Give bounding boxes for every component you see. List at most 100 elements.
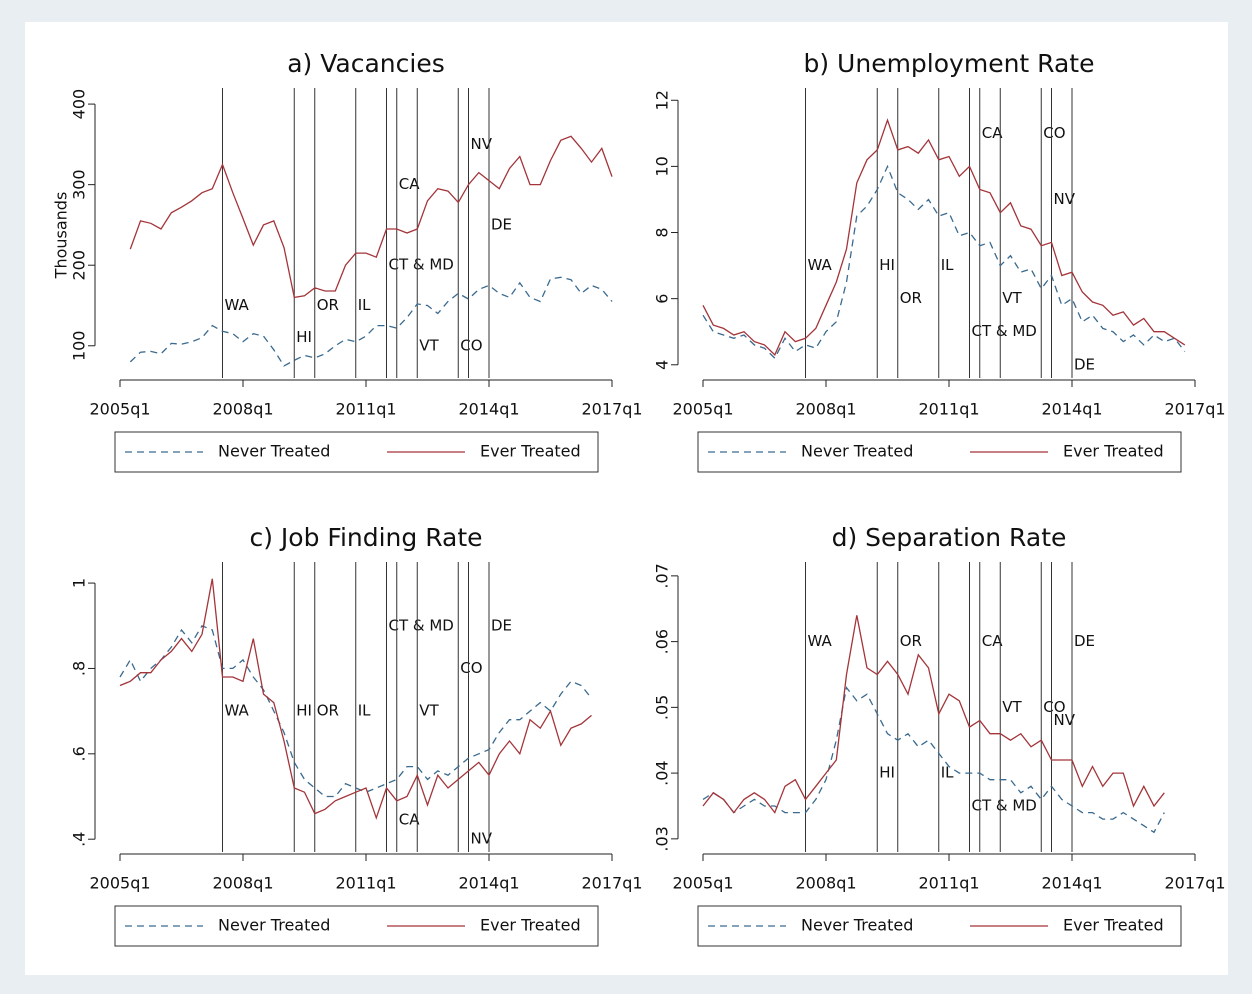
y-tick-label: 4 xyxy=(653,360,672,370)
x-tick-label: 2014q1 xyxy=(1041,874,1102,893)
x-tick-label: 2005q1 xyxy=(672,400,733,419)
legend-label: Never Treated xyxy=(218,916,330,935)
event-label: WA xyxy=(225,296,250,314)
y-tick-label: .07 xyxy=(653,563,672,588)
legend-label: Ever Treated xyxy=(1063,916,1164,935)
legend-box xyxy=(114,431,599,473)
event-label: CT & MD xyxy=(389,616,454,634)
x-tick-label: 2017q1 xyxy=(581,874,642,893)
series-line xyxy=(702,615,1165,814)
legend-box xyxy=(697,431,1182,473)
event-label: CO xyxy=(460,659,482,677)
plot-background xyxy=(25,22,1228,975)
series-line xyxy=(129,276,613,367)
x-tick-label: 2017q1 xyxy=(581,400,642,419)
event-label: WA xyxy=(808,632,833,650)
event-label: DE xyxy=(1074,632,1095,650)
event-label: CT & MD xyxy=(972,322,1037,340)
y-tick-label: .05 xyxy=(653,695,672,720)
x-tick-label: 2014q1 xyxy=(1041,400,1102,419)
y-tick-label: .06 xyxy=(653,629,672,654)
event-label: IL xyxy=(941,764,954,782)
y-tick-label: .4 xyxy=(70,832,89,847)
event-label: HI xyxy=(296,702,312,720)
event-label: NV xyxy=(471,830,493,848)
y-tick-label: 200 xyxy=(70,250,89,281)
event-label: CA xyxy=(982,124,1003,142)
event-label: VT xyxy=(1002,289,1022,307)
x-tick-label: 2014q1 xyxy=(458,400,519,419)
event-label: HI xyxy=(879,256,895,274)
y-axis-label: Thousands xyxy=(52,192,71,280)
y-tick-label: .04 xyxy=(653,760,672,785)
event-label: CO xyxy=(460,336,482,354)
y-tick-label: 6 xyxy=(653,294,672,304)
event-label: OR xyxy=(900,289,922,307)
event-label: IL xyxy=(358,702,371,720)
event-label: DE xyxy=(1074,355,1095,373)
x-tick-label: 2014q1 xyxy=(458,874,519,893)
y-tick-label: 12 xyxy=(653,90,672,110)
y-tick-label: 10 xyxy=(653,156,672,176)
event-label: IL xyxy=(941,256,954,274)
y-tick-label: .03 xyxy=(653,826,672,851)
x-tick-label: 2011q1 xyxy=(335,874,396,893)
legend-box xyxy=(697,905,1182,947)
series-line xyxy=(702,118,1186,357)
event-label: WA xyxy=(808,256,833,274)
event-label: CT & MD xyxy=(972,796,1037,814)
event-label: CA xyxy=(399,175,420,193)
event-label: OR xyxy=(900,632,922,650)
event-label: DE xyxy=(491,215,512,233)
chart-title: d) Separation Rate xyxy=(832,523,1067,552)
event-label: VT xyxy=(419,702,439,720)
event-label: VT xyxy=(1002,698,1022,716)
event-label: DE xyxy=(491,616,512,634)
chart-title: b) Unemployment Rate xyxy=(803,49,1094,78)
x-tick-label: 2008q1 xyxy=(212,400,273,419)
event-label: CO xyxy=(1043,124,1065,142)
chart-title: a) Vacancies xyxy=(287,49,445,78)
x-tick-label: 2017q1 xyxy=(1164,400,1225,419)
y-tick-label: 300 xyxy=(70,169,89,200)
x-tick-label: 2008q1 xyxy=(795,400,856,419)
y-tick-label: 400 xyxy=(70,89,89,120)
legend-label: Never Treated xyxy=(218,442,330,461)
legend-label: Ever Treated xyxy=(480,442,581,461)
y-tick-label: 8 xyxy=(653,227,672,237)
y-tick-label: 100 xyxy=(70,331,89,362)
x-tick-label: 2017q1 xyxy=(1164,874,1225,893)
x-tick-label: 2011q1 xyxy=(918,874,979,893)
event-label: WA xyxy=(225,702,250,720)
legend-label: Never Treated xyxy=(801,442,913,461)
event-label: OR xyxy=(317,296,339,314)
y-tick-label: 1 xyxy=(70,578,89,588)
series-line xyxy=(119,578,592,820)
event-label: NV xyxy=(1054,711,1076,729)
event-label: CA xyxy=(399,810,420,828)
y-tick-label: .8 xyxy=(70,661,89,676)
event-label: NV xyxy=(1054,190,1076,208)
y-tick-label: .6 xyxy=(70,746,89,761)
event-label: IL xyxy=(358,296,371,314)
series-line xyxy=(702,686,1165,834)
legend-label: Never Treated xyxy=(801,916,913,935)
series-line xyxy=(129,135,613,299)
x-tick-label: 2011q1 xyxy=(918,400,979,419)
x-tick-label: 2011q1 xyxy=(335,400,396,419)
event-label: CT & MD xyxy=(389,256,454,274)
x-tick-label: 2008q1 xyxy=(212,874,273,893)
event-label: CO xyxy=(1043,698,1065,716)
series-line xyxy=(702,164,1186,360)
event-label: NV xyxy=(471,135,493,153)
chart-title: c) Job Finding Rate xyxy=(249,523,482,552)
event-label: HI xyxy=(296,328,312,346)
x-tick-label: 2005q1 xyxy=(89,400,150,419)
event-label: HI xyxy=(879,764,895,782)
legend-box xyxy=(114,905,599,947)
event-label: CA xyxy=(982,632,1003,650)
legend-label: Ever Treated xyxy=(1063,442,1164,461)
legend-label: Ever Treated xyxy=(480,916,581,935)
series-line xyxy=(119,624,593,798)
